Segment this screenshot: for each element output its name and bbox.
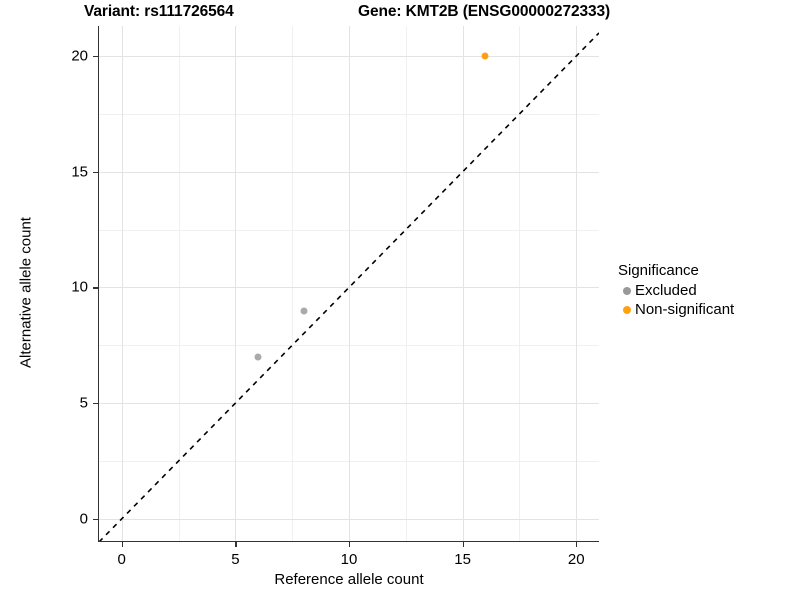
x-axis-tick (576, 542, 578, 547)
gridline-major-vertical (576, 26, 578, 542)
data-point[interactable] (300, 307, 308, 315)
x-axis-line (98, 541, 599, 543)
x-axis-tick (462, 542, 464, 547)
legend-title: Significance (618, 262, 699, 279)
gridline-minor-vertical (405, 26, 407, 542)
y-axis-tick-label: 5 (79, 394, 88, 412)
y-axis-tick (93, 171, 98, 173)
y-axis-tick (93, 518, 98, 521)
x-axis-tick (121, 542, 123, 547)
x-axis-title: Reference allele count (274, 571, 424, 588)
y-axis-title: Alternative allele count (17, 217, 35, 368)
gridline-minor-vertical (292, 26, 294, 542)
y-axis-tick (93, 287, 98, 289)
x-axis-tick-label: 10 (340, 551, 358, 568)
plot-panel (99, 26, 599, 542)
variant-title: Variant: rs111726564 (84, 3, 234, 20)
y-axis-line (98, 26, 100, 542)
legend: Significance Excluded Non-significant (618, 262, 734, 319)
x-axis-tick-label: 5 (231, 551, 240, 568)
gridline-major-horizontal (99, 56, 599, 58)
data-point[interactable] (481, 52, 489, 60)
x-axis-tick (235, 542, 237, 547)
legend-dot-icon (622, 286, 631, 295)
legend-items: Excluded Non-significant (618, 281, 734, 319)
x-axis-tick-label: 15 (454, 551, 471, 568)
plot-panel-inner (99, 26, 599, 542)
gridline-minor-vertical (178, 26, 180, 542)
legend-item-label: Excluded (635, 282, 697, 299)
x-axis-tick-label: 0 (117, 551, 126, 568)
y-axis-tick-label: 20 (71, 47, 88, 65)
identity-line-path (99, 32, 599, 542)
gridline-major-vertical (235, 26, 237, 542)
y-axis-tick-labels: 0 5 10 15 20 (0, 0, 88, 600)
y-axis-tick (93, 56, 98, 58)
y-axis-tick-label: 0 (79, 510, 88, 528)
gridline-major-horizontal (99, 403, 599, 405)
x-axis-tick-label: 20 (567, 551, 585, 568)
x-axis-tick (349, 542, 351, 547)
y-axis-tick (93, 403, 98, 405)
legend-item[interactable]: Excluded (618, 281, 734, 300)
gridline-major-horizontal (99, 287, 599, 289)
gridline-minor-vertical (519, 26, 521, 542)
gridline-major-vertical (349, 26, 350, 542)
gridline-major-horizontal (99, 518, 599, 520)
legend-key (618, 286, 635, 295)
y-axis-tick-label: 15 (71, 163, 88, 181)
gridline-major-horizontal (99, 171, 599, 173)
gridline-major-vertical (462, 26, 464, 542)
identity-reference-line (99, 32, 599, 542)
data-point[interactable] (254, 353, 262, 361)
legend-key (618, 305, 635, 314)
legend-dot-icon (622, 305, 631, 314)
legend-item[interactable]: Non-significant (618, 300, 734, 319)
legend-item-label: Non-significant (635, 301, 735, 318)
gene-title: Gene: KMT2B (ENSG00000272333) (358, 3, 611, 20)
gridline-major-vertical (121, 26, 123, 542)
y-axis-tick-label: 10 (71, 278, 88, 296)
